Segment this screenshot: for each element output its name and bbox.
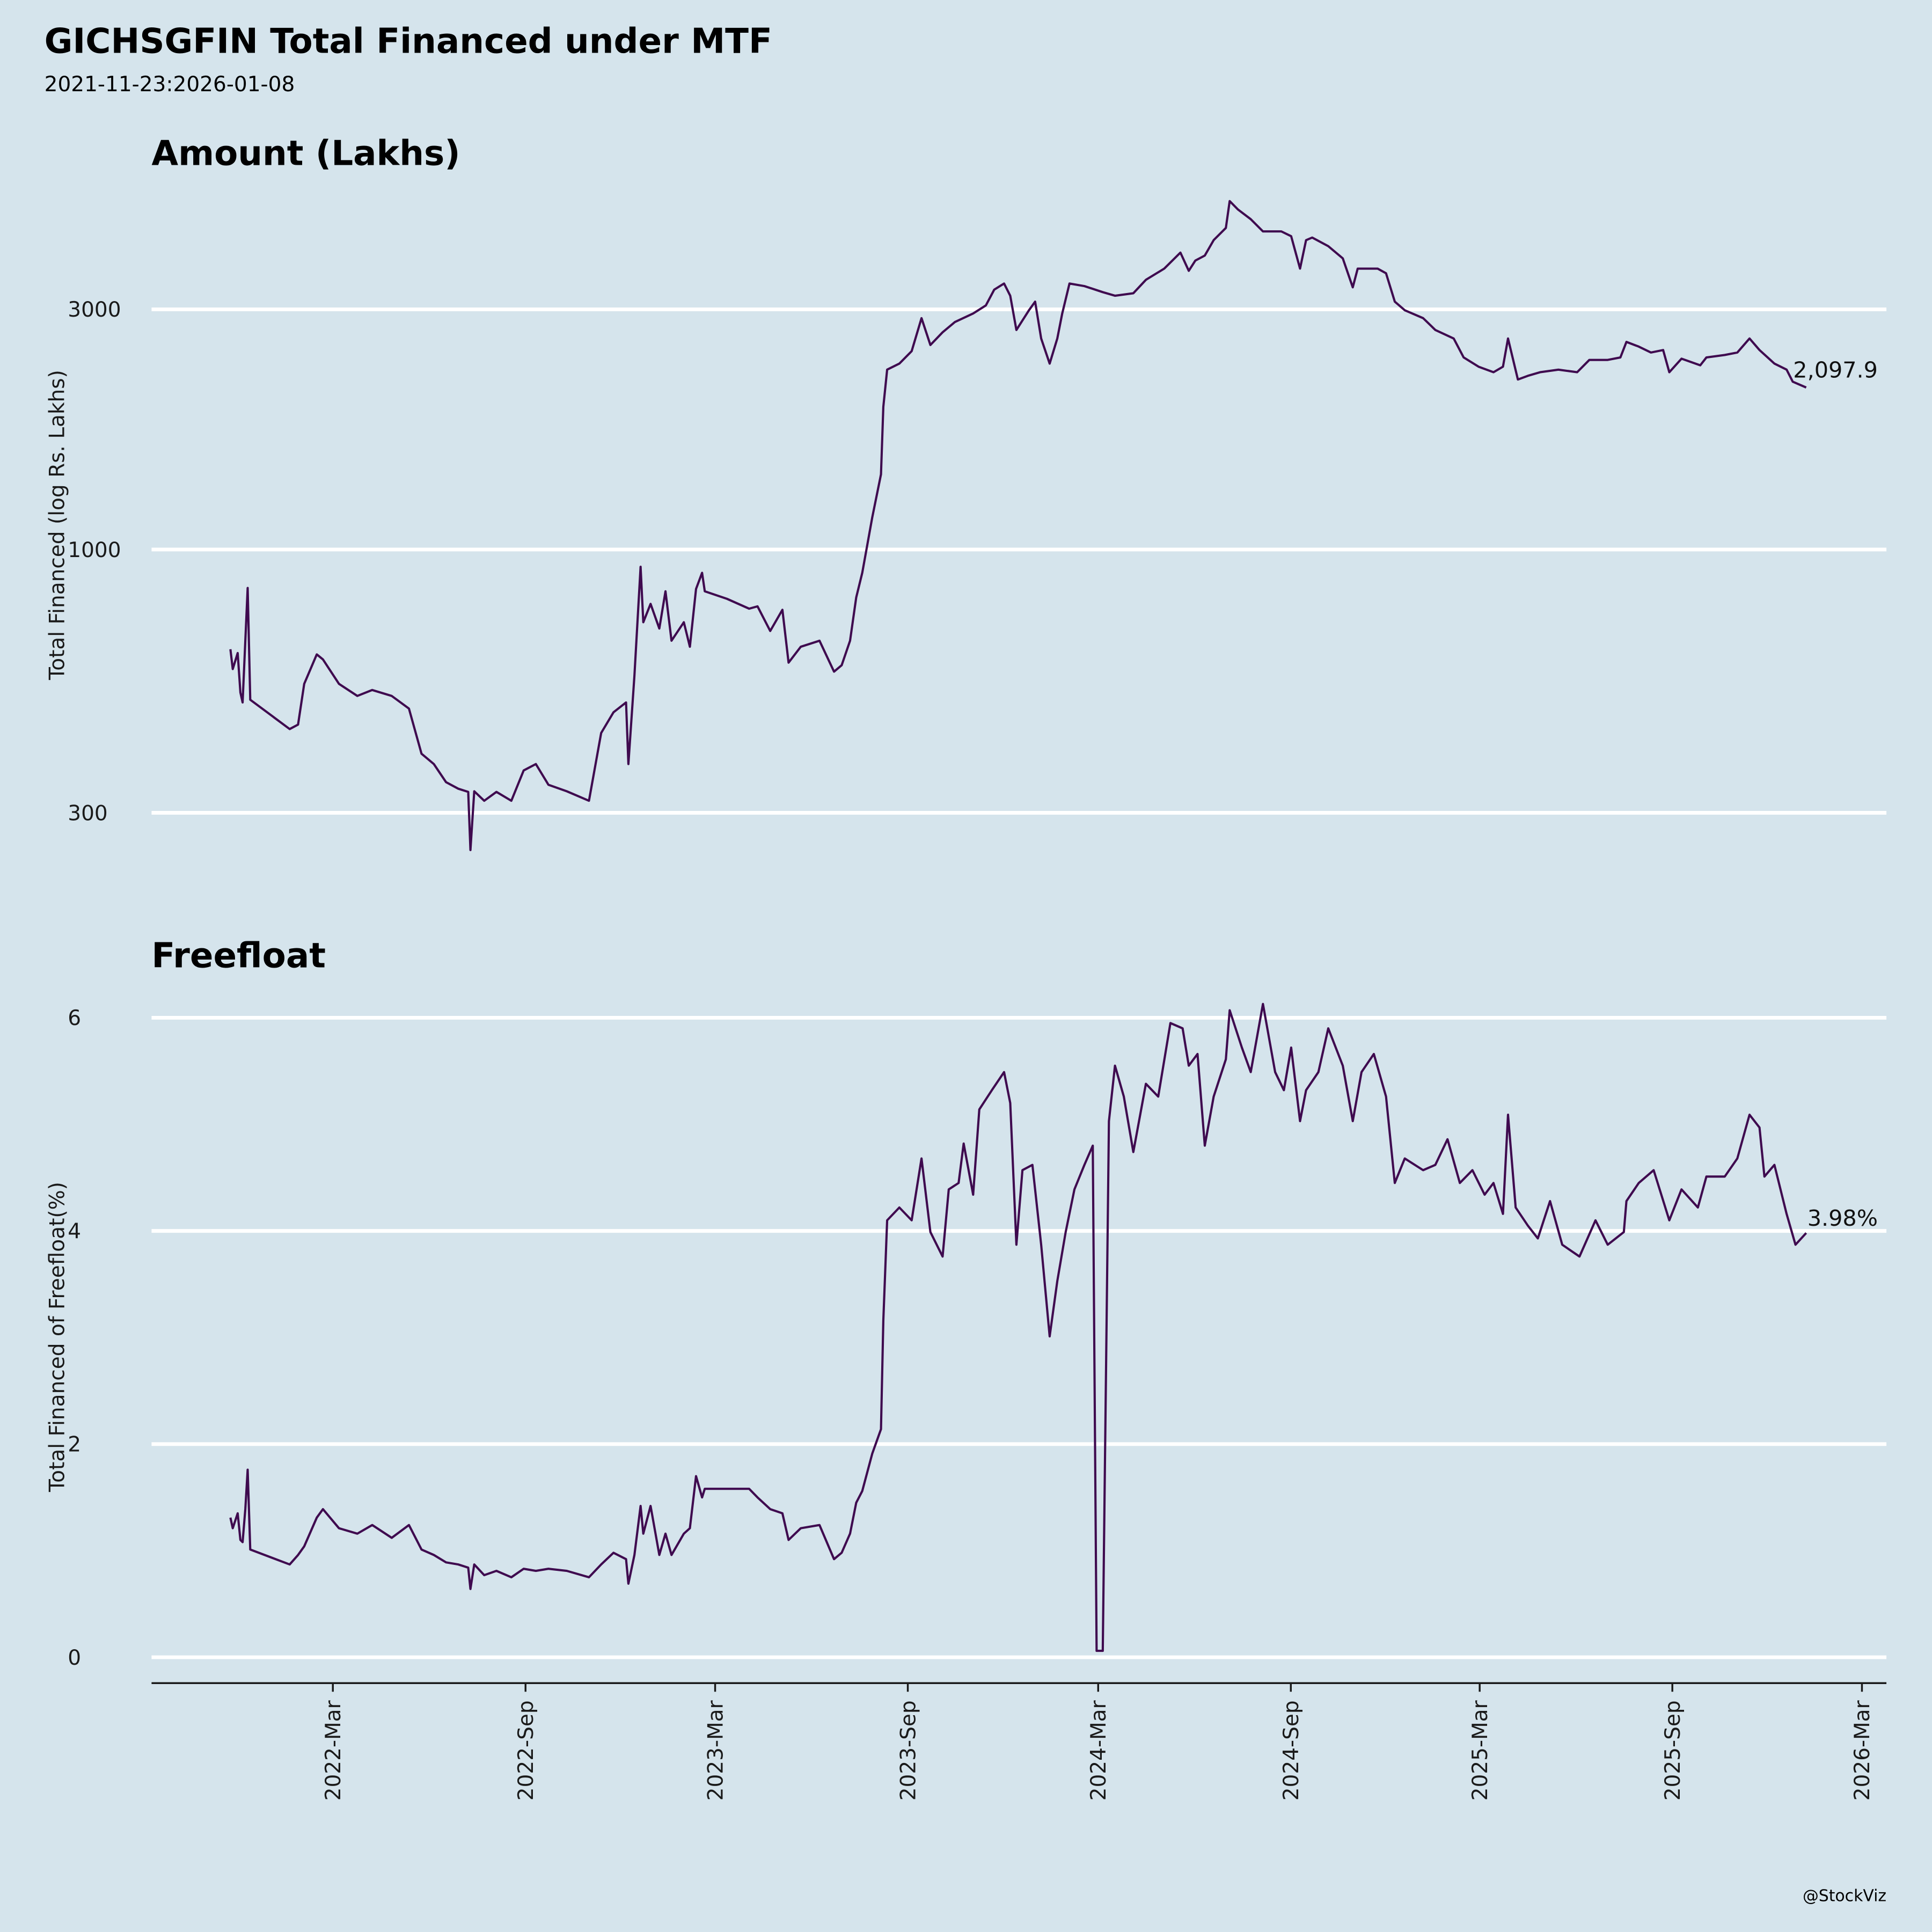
y-tick-label: 0 [68, 1646, 81, 1670]
y-tick-label: 6 [68, 1006, 81, 1030]
x-tick-label: 2022-Mar [321, 1700, 346, 1801]
x-tick-label: 2026-Mar [1850, 1700, 1875, 1801]
panel-title-freefloat: Freefloat [151, 935, 326, 976]
x-tick-label: 2023-Mar [704, 1700, 728, 1801]
watermark: @StockViz [1803, 1887, 1886, 1906]
y-tick-label: 2 [68, 1433, 81, 1457]
x-tick-label: 2025-Mar [1468, 1700, 1492, 1801]
x-tick-label: 2024-Sep [1279, 1700, 1304, 1801]
series-line [229, 1002, 1807, 1652]
y-tick-label: 3000 [68, 298, 121, 322]
figure-title: GICHSGFIN Total Financed under MTF [45, 21, 772, 62]
y-axis-title-freefloat: Total Financed of Freefloat(%) [45, 1182, 69, 1492]
series-line [229, 200, 1807, 852]
x-axis: 2022-Mar 2022-Sep 2023-Mar 2023-Sep 2024-Mar… [321, 1683, 1875, 1801]
end-value-label: 3.98% [1807, 1205, 1878, 1231]
x-tick-label: 2023-Sep [896, 1700, 920, 1801]
y-tick-label: 300 [68, 801, 107, 825]
panel-title-amount: Amount (Lakhs) [151, 134, 460, 174]
x-tick-label: 2024-Mar [1087, 1700, 1111, 1801]
x-tick-label: 2022-Sep [514, 1700, 538, 1801]
freefloat-panel: 0 2 4 6 3.98% [68, 1002, 1887, 1670]
figure-subtitle: 2021-11-23:2026-01-08 [45, 72, 295, 97]
x-tick-label: 2025-Sep [1661, 1700, 1685, 1801]
amount-panel: 300 1000 3000 2,097.9 [68, 200, 1887, 852]
y-tick-label: 4 [68, 1219, 81, 1243]
y-axis-title-amount: Total Financed (log Rs. Lakhs) [45, 370, 69, 680]
end-value-label: 2,097.9 [1793, 357, 1878, 383]
y-tick-label: 1000 [68, 538, 121, 562]
